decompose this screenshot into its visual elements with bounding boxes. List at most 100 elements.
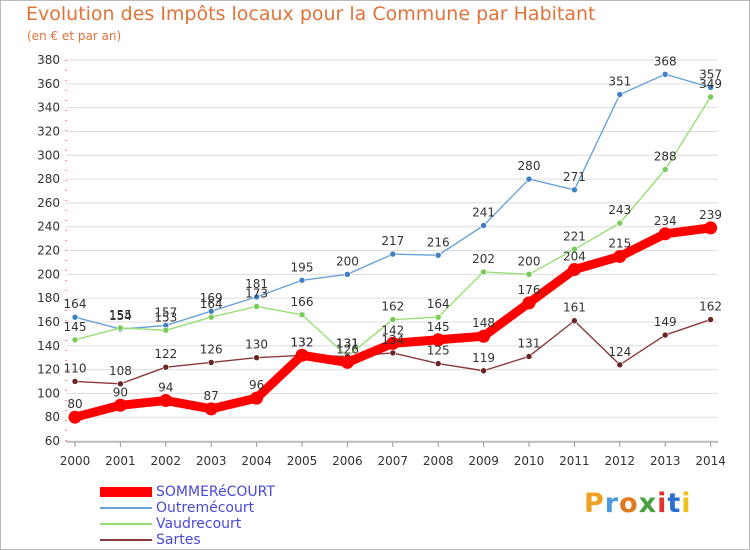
data-label-vaudrecourt-2003: 164 [200, 297, 223, 311]
data-label-outremecourt-2004: 181 [245, 277, 268, 291]
point-sartes-2011 [571, 317, 578, 325]
axes: 60 80 100 120 140 160 180 200 220 240 260 280 300 320… [37, 53, 726, 468]
data-label-sartes-2001: 108 [109, 364, 132, 378]
x-tick-label-2002: 2002 [151, 454, 182, 468]
y-tick-label-300: 300 [37, 148, 60, 162]
data-label-sartes-2005: 132 [291, 335, 314, 349]
point-outremecourt-2013 [661, 70, 669, 78]
data-label-sommerecourt-2007: 142 [381, 323, 404, 337]
data-label-vaudrecourt-2012: 243 [608, 203, 631, 217]
x-tick-label-2003: 2003 [196, 454, 227, 468]
point-sommerecourt-2008 [431, 333, 445, 347]
data-label-outremecourt-2005: 195 [291, 260, 314, 274]
y-tick-label-160: 160 [37, 315, 60, 329]
data-label-sommerecourt-2008: 145 [427, 320, 450, 334]
data-label-sommerecourt-2009: 148 [472, 316, 495, 330]
point-sommerecourt-2001 [113, 398, 127, 412]
data-label-sommerecourt-2011: 204 [563, 250, 586, 264]
x-tick-label-2001: 2001 [105, 454, 136, 468]
x-tick-label-2009: 2009 [468, 454, 499, 468]
series-sartes [71, 316, 714, 388]
point-vaudrecourt-2007 [389, 316, 397, 323]
y-tick-label-360: 360 [37, 77, 60, 91]
data-label-outremecourt-2000: 164 [64, 297, 87, 311]
data-label-vaudrecourt-2004: 173 [245, 286, 268, 300]
y-tick-label-280: 280 [37, 172, 60, 186]
chart-title: Evolution des Impôts locaux pour la Comm… [26, 3, 596, 25]
legend-swatch-vaudrecourt [100, 523, 152, 525]
series-outremecourt [71, 70, 714, 333]
y-tick-label-200: 200 [37, 267, 60, 281]
point-sommerecourt-2000 [68, 410, 82, 424]
legend-swatch-sartes [100, 539, 152, 541]
y-tick-label-320: 320 [37, 124, 60, 138]
point-vaudrecourt-2005 [298, 311, 306, 319]
data-label-sommerecourt-2013: 234 [654, 214, 677, 228]
logo-letter: i [657, 488, 668, 519]
data-label-sartes-2014: 162 [699, 300, 722, 314]
x-tick-label-2010: 2010 [514, 454, 545, 468]
data-label-outremecourt-2007: 217 [381, 234, 404, 248]
x-tick-label-2012: 2012 [605, 454, 636, 468]
data-label-outremecourt-2003: 169 [200, 291, 223, 305]
gridlines [66, 59, 718, 442]
point-vaudrecourt-2012 [616, 219, 624, 227]
data-label-sommerecourt-2001: 90 [113, 385, 128, 399]
legend-label-outremecourt: Outremécourt [156, 500, 255, 516]
data-label-vaudrecourt-2000: 145 [64, 320, 87, 334]
point-vaudrecourt-2010 [525, 271, 533, 278]
x-tick-label-2005: 2005 [287, 454, 318, 468]
point-vaudrecourt-2004 [253, 303, 260, 310]
point-outremecourt-2004 [253, 293, 260, 301]
data-label-sartes-2003: 126 [200, 342, 223, 356]
data-label-sommerecourt-2002: 94 [158, 381, 173, 395]
data-label-vaudrecourt-2002: 153 [154, 310, 177, 324]
point-sommerecourt-2005 [295, 348, 309, 362]
series-sommerecourt [68, 221, 718, 424]
point-sommerecourt-2007 [386, 336, 400, 350]
point-outremecourt-2000 [71, 313, 79, 321]
data-label-outremecourt-2013: 368 [654, 54, 677, 68]
x-tick-label-2007: 2007 [378, 454, 409, 468]
data-label-outremecourt-2014: 357 [699, 67, 722, 81]
point-vaudrecourt-2014 [707, 93, 714, 101]
legend-label-vaudrecourt: Vaudrecourt [156, 516, 242, 532]
logo-letter: o [619, 488, 639, 519]
point-sartes-2012 [616, 361, 624, 369]
y-tick-label-260: 260 [37, 196, 60, 210]
data-label-sartes-2000: 110 [64, 361, 87, 375]
data-label-vaudrecourt-2008: 164 [427, 297, 450, 311]
data-label-vaudrecourt-2013: 288 [654, 150, 677, 164]
data-label-outremecourt-2009: 241 [472, 205, 495, 219]
point-sartes-2004 [253, 354, 260, 361]
point-sartes-2014 [707, 316, 714, 323]
point-outremecourt-2007 [389, 250, 397, 258]
x-tick-label-2006: 2006 [332, 454, 363, 468]
data-label-outremecourt-2008: 216 [427, 235, 450, 249]
point-vaudrecourt-2001 [117, 324, 124, 332]
data-label-vaudrecourt-2005: 166 [291, 295, 314, 309]
point-outremecourt-2014 [707, 84, 714, 91]
data-label-sommerecourt-2000: 80 [67, 397, 82, 411]
point-vaudrecourt-2002 [162, 326, 170, 334]
data-label-sartes-2012: 124 [608, 345, 631, 359]
point-outremecourt-2008 [434, 251, 442, 259]
point-sommerecourt-2012 [613, 249, 627, 263]
y-tick-label-120: 120 [37, 363, 60, 377]
data-label-vaudrecourt-2009: 202 [472, 252, 495, 266]
data-label-sartes-2009: 119 [472, 351, 495, 365]
y-tick-label-140: 140 [37, 339, 60, 353]
point-vaudrecourt-2009 [480, 268, 487, 276]
point-outremecourt-2009 [480, 222, 487, 229]
point-outremecourt-2006 [344, 271, 351, 278]
point-sartes-2013 [661, 331, 669, 339]
x-tick-label-2013: 2013 [650, 454, 681, 468]
point-sommerecourt-2010 [522, 296, 536, 310]
data-label-outremecourt-2010: 280 [518, 159, 541, 173]
point-vaudrecourt-2003 [207, 313, 215, 321]
logo-letter: r [604, 488, 620, 519]
data-label-sartes-2006: 131 [336, 336, 359, 350]
y-tick-label-240: 240 [37, 220, 60, 234]
data-label-outremecourt-2006: 200 [336, 254, 359, 268]
